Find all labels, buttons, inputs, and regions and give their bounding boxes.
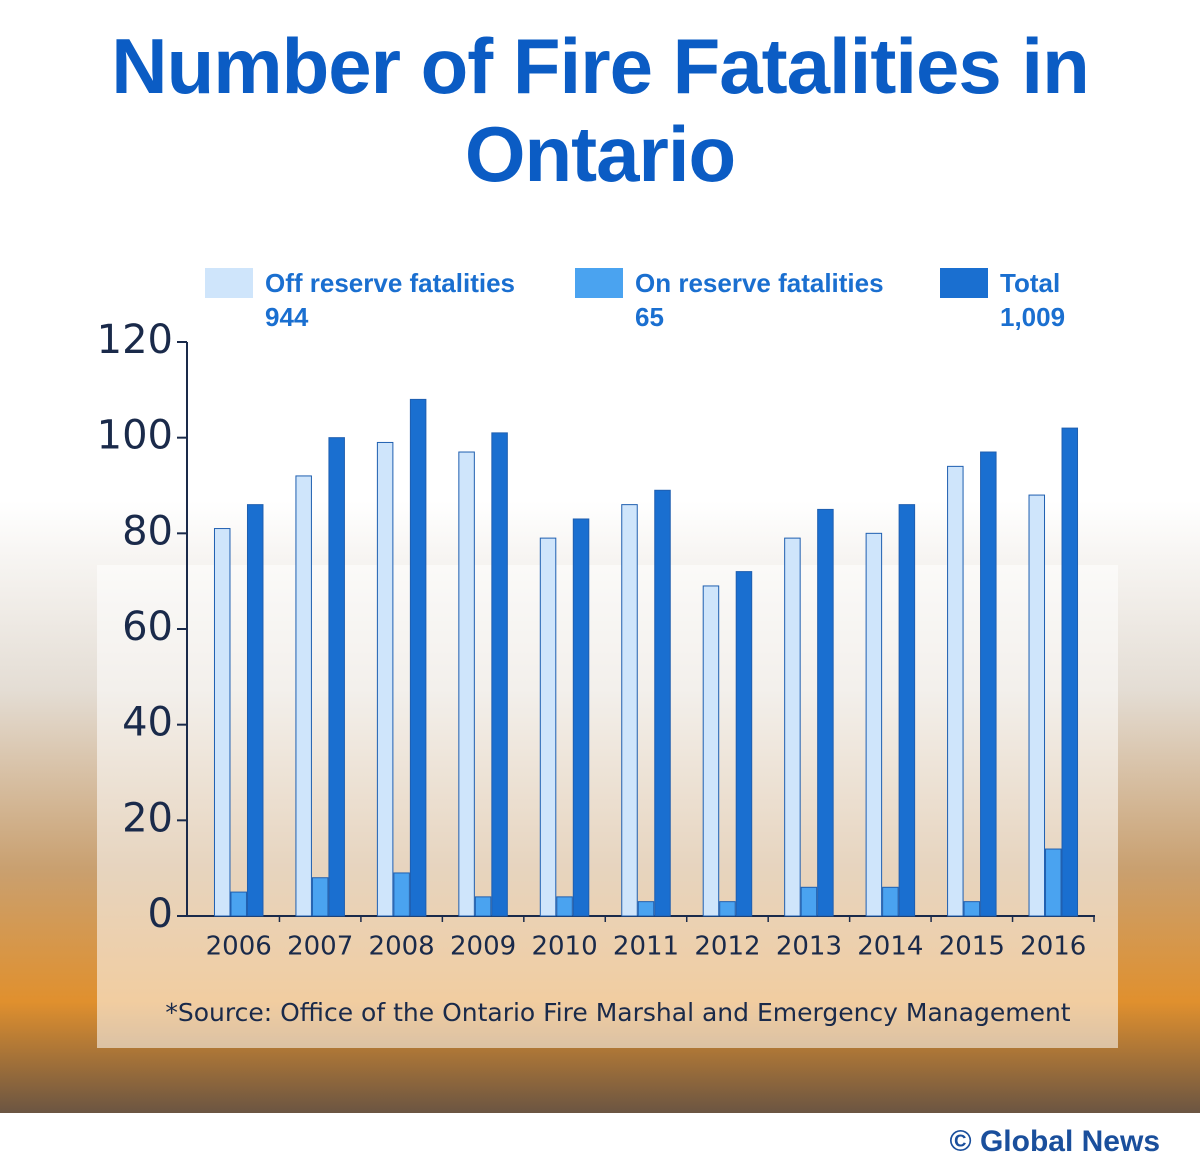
bar (637, 901, 655, 917)
y-tick-label: 0 (148, 891, 173, 937)
bar (784, 537, 801, 917)
x-tick-label: 2009 (450, 932, 516, 962)
x-tick-label: 2006 (206, 932, 272, 962)
bar (311, 877, 329, 917)
legend-swatch (940, 268, 988, 298)
bar (328, 437, 345, 917)
bar (947, 465, 964, 917)
bar (556, 896, 573, 917)
bar (458, 451, 475, 917)
bar (719, 901, 736, 917)
bar (865, 532, 883, 917)
y-tick-label: 100 (97, 413, 173, 459)
bar (654, 489, 671, 917)
bar (882, 886, 899, 917)
bar (376, 441, 394, 917)
bar (539, 537, 557, 917)
y-tick-label: 80 (122, 508, 173, 554)
x-tick-label: 2012 (694, 932, 760, 962)
chart-title: Number of Fire Fatalities in Ontario (111, 22, 1090, 198)
bar (980, 451, 997, 917)
bar (1045, 848, 1062, 917)
bar (295, 475, 312, 917)
y-tick-label: 20 (122, 795, 173, 841)
bar (800, 886, 818, 917)
x-tick-label: 2010 (531, 932, 597, 962)
x-tick-label: 2008 (369, 932, 435, 962)
bar (963, 901, 981, 917)
bar (621, 504, 638, 917)
bar (735, 571, 753, 917)
bar (393, 872, 410, 917)
y-tick-label: 60 (122, 604, 173, 650)
y-tick-label: 40 (122, 700, 173, 746)
y-tick-label: 120 (97, 317, 173, 363)
bar (474, 896, 492, 917)
bar (572, 518, 590, 917)
credit: © Global News (950, 1125, 1160, 1158)
bar (213, 528, 231, 917)
bar (817, 508, 834, 917)
legend-label: On reserve fatalities (635, 268, 884, 298)
x-tick-label: 2016 (1020, 932, 1086, 962)
bar (1028, 494, 1046, 917)
source: *Source: Office of the Ontario Fire Mars… (165, 998, 1070, 1027)
x-tick-label: 2011 (613, 932, 679, 962)
x-tick-label: 2007 (287, 932, 353, 962)
legend-label: Total (1000, 268, 1060, 298)
bar (230, 891, 247, 917)
x-tick-label: 2013 (776, 932, 842, 962)
bar (1061, 427, 1079, 917)
bar (246, 504, 264, 917)
legend-total: 944 (265, 302, 309, 332)
x-tick-label: 2014 (857, 932, 923, 962)
bar (491, 432, 508, 917)
legend-swatch (575, 268, 623, 298)
x-tick-label: 2015 (939, 932, 1005, 962)
bar (702, 585, 720, 917)
bar (898, 504, 916, 917)
legend-total: 1,009 (1000, 302, 1065, 332)
legend-total: 65 (635, 302, 664, 332)
legend-label: Off reserve fatalities (265, 268, 515, 298)
bar (409, 398, 427, 917)
legend-swatch (205, 268, 253, 298)
